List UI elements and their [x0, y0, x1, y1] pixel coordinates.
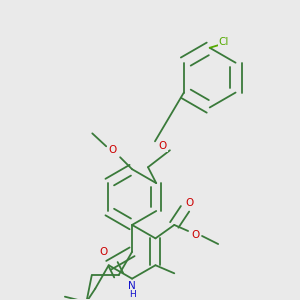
Text: O: O: [159, 141, 167, 151]
Text: Cl: Cl: [218, 37, 229, 47]
Text: O: O: [191, 230, 199, 240]
Text: O: O: [108, 145, 116, 155]
Text: O: O: [185, 198, 193, 208]
Text: O: O: [99, 248, 107, 257]
Text: H: H: [129, 290, 136, 299]
Text: N: N: [128, 280, 136, 291]
